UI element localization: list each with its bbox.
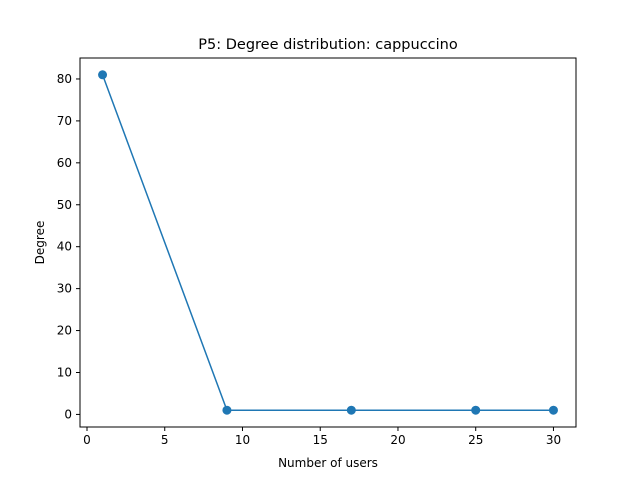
x-axis: 0 5 10 15 20 25 30 <box>83 427 561 447</box>
data-point <box>471 405 481 415</box>
chart-title: P5: Degree distribution: cappuccino <box>198 37 458 53</box>
data-point <box>548 405 558 415</box>
y-tick-label: 60 <box>57 156 72 170</box>
y-tick-label: 80 <box>57 72 72 86</box>
x-tick-label: 0 <box>83 433 91 447</box>
x-tick-label: 25 <box>468 433 483 447</box>
y-tick-label: 20 <box>57 324 72 338</box>
y-axis: 0 10 20 30 40 50 60 70 80 <box>57 72 80 421</box>
x-tick-label: 20 <box>390 433 405 447</box>
x-axis-label: Number of users <box>278 456 378 470</box>
y-tick-label: 70 <box>57 114 72 128</box>
x-tick-label: 10 <box>235 433 250 447</box>
y-axis-label: Degree <box>33 221 47 265</box>
plot-area <box>79 57 577 428</box>
series-layer <box>98 70 558 415</box>
x-tick-label: 30 <box>546 433 561 447</box>
y-tick-label: 10 <box>57 365 72 379</box>
data-point <box>98 70 108 80</box>
y-tick-label: 40 <box>57 240 72 254</box>
data-point <box>346 405 356 415</box>
series-line <box>101 74 554 411</box>
axes-frame <box>79 57 577 428</box>
x-tick-label: 15 <box>313 433 328 447</box>
y-tick-label: 50 <box>57 198 72 212</box>
x-tick-label: 5 <box>161 433 169 447</box>
data-point <box>222 405 232 415</box>
y-tick-label: 30 <box>57 282 72 296</box>
y-tick-label: 0 <box>64 407 72 421</box>
